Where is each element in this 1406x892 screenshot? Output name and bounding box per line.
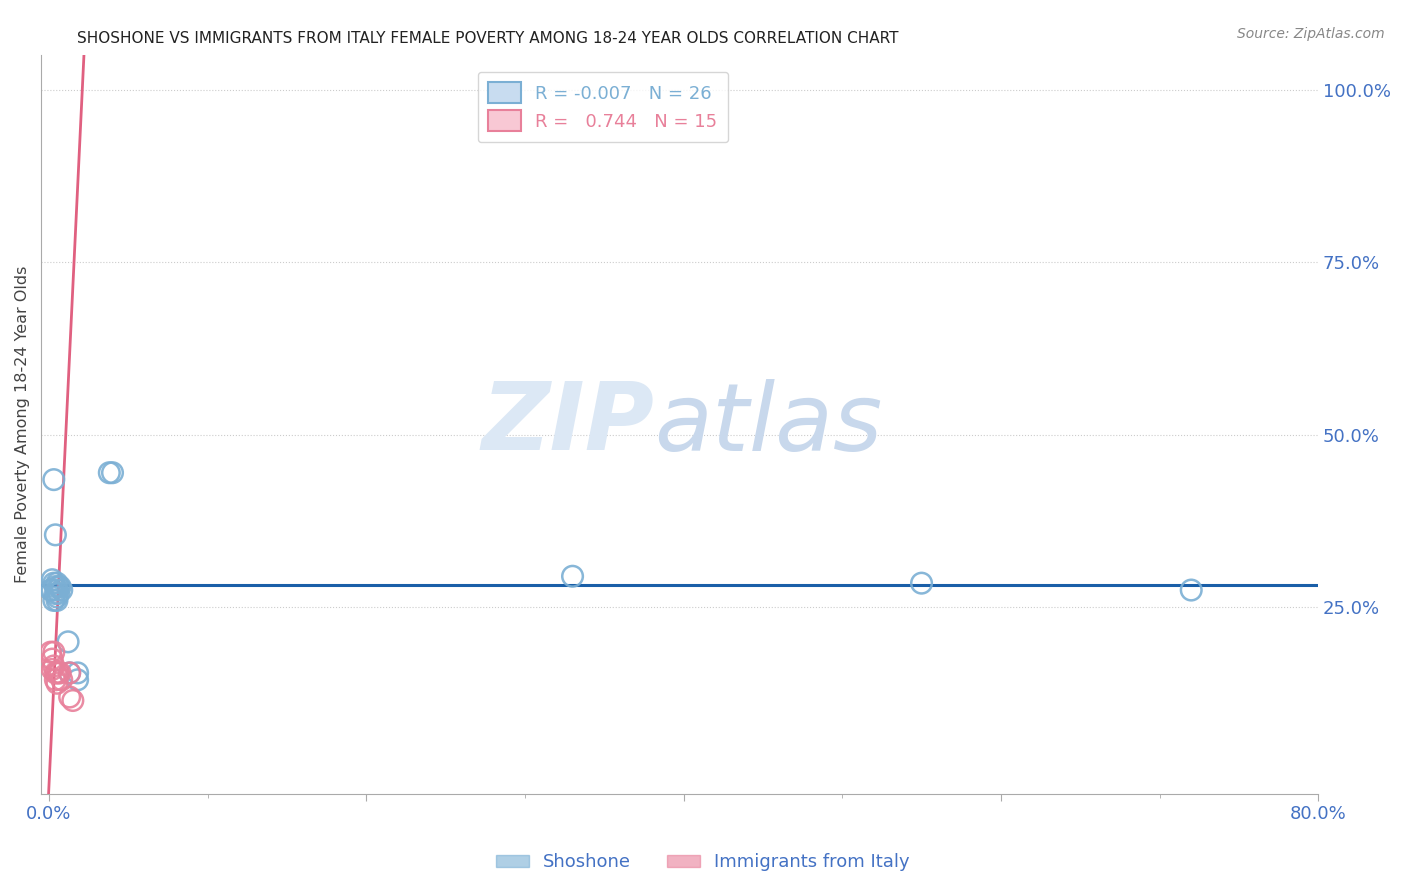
- Point: [98, 466, 121, 480]
- Point: [59, 665, 82, 680]
- Point: [46, 576, 69, 591]
- Point: [1180, 583, 1202, 598]
- Point: [41, 662, 63, 676]
- Point: [49, 665, 72, 680]
- Point: [41, 583, 63, 598]
- Point: [44, 673, 66, 687]
- Point: [41, 652, 63, 666]
- Text: ZIP: ZIP: [481, 378, 654, 470]
- Point: [56, 635, 79, 649]
- Point: [42, 659, 65, 673]
- Point: [46, 583, 69, 598]
- Point: [44, 665, 66, 680]
- Point: [48, 665, 70, 680]
- Point: [44, 528, 66, 542]
- Point: [42, 576, 65, 591]
- Point: [59, 665, 82, 680]
- Point: [42, 645, 65, 659]
- Point: [48, 580, 70, 594]
- Point: [66, 673, 89, 687]
- Point: [51, 673, 73, 687]
- Point: [42, 473, 65, 487]
- Point: [62, 693, 84, 707]
- Point: [46, 676, 69, 690]
- Point: [910, 576, 932, 591]
- Point: [66, 665, 89, 680]
- Point: [46, 593, 69, 607]
- Point: [41, 573, 63, 587]
- Point: [101, 466, 124, 480]
- Point: [49, 580, 72, 594]
- Point: [59, 690, 82, 704]
- Point: [39, 645, 62, 659]
- Point: [51, 583, 73, 598]
- Point: [44, 580, 66, 594]
- Point: [44, 586, 66, 600]
- Point: [561, 569, 583, 583]
- Legend: Shoshone, Immigrants from Italy: Shoshone, Immigrants from Italy: [489, 847, 917, 879]
- Text: atlas: atlas: [654, 379, 883, 470]
- Text: Source: ZipAtlas.com: Source: ZipAtlas.com: [1237, 27, 1385, 41]
- Point: [42, 593, 65, 607]
- Text: SHOSHONE VS IMMIGRANTS FROM ITALY FEMALE POVERTY AMONG 18-24 YEAR OLDS CORRELATI: SHOSHONE VS IMMIGRANTS FROM ITALY FEMALE…: [77, 31, 898, 46]
- Point: [39, 583, 62, 598]
- Y-axis label: Female Poverty Among 18-24 Year Olds: Female Poverty Among 18-24 Year Olds: [15, 266, 30, 583]
- Point: [46, 590, 69, 604]
- Legend: R = -0.007   N = 26, R =   0.744   N = 15: R = -0.007 N = 26, R = 0.744 N = 15: [478, 71, 728, 142]
- Point: [46, 665, 69, 680]
- Point: [48, 586, 70, 600]
